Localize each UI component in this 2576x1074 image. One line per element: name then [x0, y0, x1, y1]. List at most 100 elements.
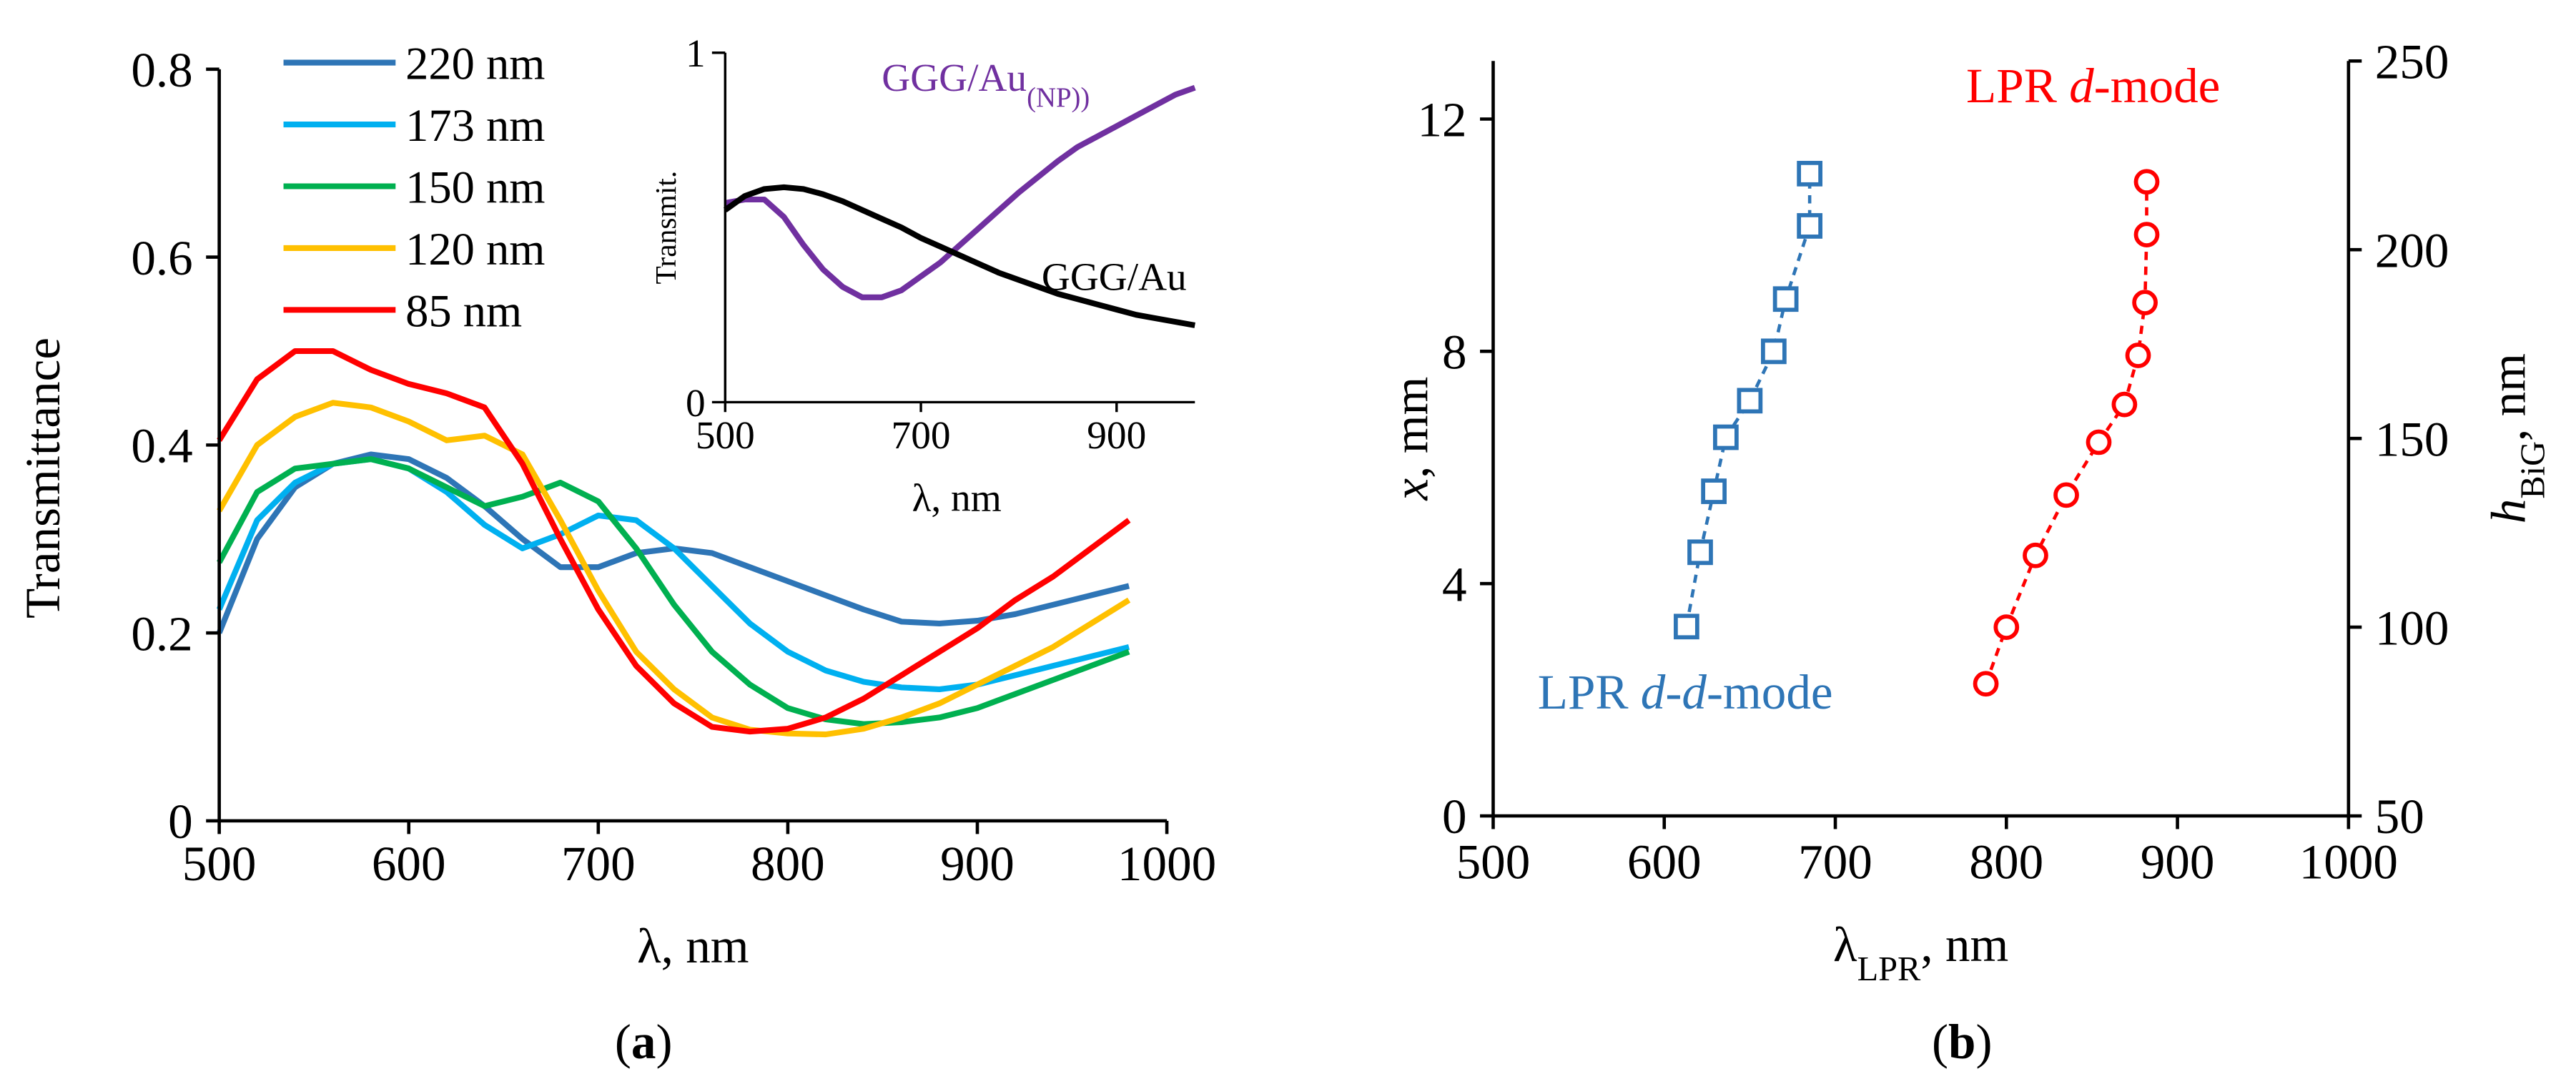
legend-label: 220 nm	[405, 38, 545, 89]
annotation: LPR d-d-mode	[1538, 664, 1833, 719]
x-axis-label: λ, nm	[637, 918, 749, 973]
y-tick-label: 0	[686, 381, 706, 425]
x-tick-label: 800	[1969, 834, 2043, 890]
line	[217, 456, 1130, 727]
y-tick-label: 250	[2375, 34, 2449, 89]
x-tick-label: 1000	[1117, 836, 1216, 891]
y2-axis-label-part: BiG	[2514, 441, 2552, 499]
annotation-part: -mode	[1707, 664, 1833, 719]
y-tick-label: 12	[1417, 92, 1466, 147]
legend-label: 120 nm	[405, 223, 545, 275]
marker	[1701, 478, 1727, 504]
y-axis-label: Transmit.	[649, 171, 682, 285]
marker	[1797, 160, 1822, 187]
y-tick-label: 0.2	[131, 606, 192, 661]
panel-label-part: )	[656, 1014, 672, 1069]
y-tick-label: 100	[2375, 600, 2449, 655]
y2-axis-label: hBiG, nm	[2480, 353, 2552, 523]
marker	[2086, 429, 2112, 455]
marker	[2133, 222, 2160, 247]
marker	[2133, 169, 2160, 195]
y-tick-label: 8	[1442, 325, 1467, 380]
x-axis-label-part: λ	[1833, 917, 1857, 972]
legend-label: 173 nm	[405, 99, 545, 151]
y-tick-label: 0.6	[131, 230, 192, 285]
annotation-part: -mode	[2094, 58, 2221, 113]
panel-label-part: (	[1932, 1014, 1948, 1069]
y-tick-label: 0.4	[131, 418, 192, 473]
marker	[1737, 388, 1763, 414]
annotation-part: d	[2069, 58, 2094, 113]
panel-label-part: )	[1976, 1014, 1993, 1069]
series-label: GGG/Au	[1042, 255, 1187, 299]
marker	[1772, 286, 1799, 312]
panel-label: (b)	[1932, 1014, 1993, 1069]
annotation-part: LPR	[1538, 664, 1641, 719]
marker	[1713, 424, 1739, 450]
x-tick-label: 900	[2141, 834, 2215, 890]
series-label-part: (NP))	[1027, 82, 1090, 112]
annotation-part: -	[1665, 664, 1682, 719]
marker	[1687, 539, 1713, 566]
x-tick-label: 500	[182, 836, 257, 891]
marker	[2053, 482, 2079, 508]
marker	[1973, 671, 1999, 697]
series-label: GGG/Au(NP))	[882, 56, 1090, 113]
panel-label-part: (	[615, 1014, 631, 1069]
y-tick-label: 0	[168, 794, 193, 849]
y-tick-label: 4	[1442, 556, 1467, 611]
y-tick-label: 200	[2375, 222, 2449, 277]
connector	[1984, 182, 2148, 685]
series-label-part: GGG/Au	[882, 56, 1027, 99]
annotation-part: d	[1641, 664, 1666, 719]
annotation-part: d	[1682, 664, 1707, 719]
line	[723, 184, 1195, 328]
y-axis-label-part: , mm	[1383, 377, 1438, 478]
panel-label-part: b	[1948, 1014, 1975, 1069]
line	[724, 84, 1196, 300]
y-axis-label: Transmittance	[15, 338, 70, 619]
y-tick-label: 1	[686, 31, 706, 75]
marker	[2125, 343, 2151, 368]
x-tick-label: 700	[892, 413, 951, 457]
line	[217, 400, 1131, 738]
x-tick-label: 700	[1798, 834, 1872, 890]
x-tick-label: 600	[1627, 834, 1702, 890]
marker	[2111, 391, 2138, 418]
y-axis-label: x, mm	[1383, 377, 1438, 501]
y-axis-label-part: x	[1383, 478, 1438, 501]
marker	[1993, 614, 2020, 640]
x-axis-label: λ, nm	[912, 476, 1002, 520]
series-label-part: GGG/Au	[1042, 255, 1187, 299]
y-tick-label: 50	[2375, 789, 2424, 844]
panel-label: (a)	[615, 1014, 673, 1069]
x-tick-label: 500	[696, 413, 755, 457]
x-tick-label: 800	[751, 836, 825, 891]
x-tick-label: 1000	[2299, 834, 2398, 890]
y-tick-label: 0.8	[131, 42, 192, 97]
marker	[1673, 614, 1699, 640]
marker	[2023, 542, 2048, 568]
line	[217, 348, 1131, 735]
x-axis-label-part: , nm	[1920, 917, 2008, 972]
marker	[1797, 213, 1822, 239]
panel: 500 600 700 800 900 10000481250100150200250λL…	[1383, 34, 2552, 1068]
y-tick-label: 150	[2375, 411, 2449, 466]
x-tick-label: 600	[372, 836, 446, 891]
connector	[1684, 173, 1812, 627]
marker	[1761, 338, 1787, 365]
panel: 500 600 700 800 900 1000 0 0.2 0.4 0.6 0.8 λ, nm Tra…	[15, 38, 1216, 1069]
x-tick-label: 500	[1456, 834, 1531, 890]
legend-label: 150 nm	[405, 162, 545, 213]
x-axis-label: λLPR, nm	[1833, 917, 2008, 988]
x-tick-label: 700	[561, 836, 636, 891]
y2-axis-label-part: h	[2480, 499, 2535, 524]
annotation: LPR d-mode	[1966, 58, 2220, 113]
x-axis-label-part: LPR	[1857, 950, 1921, 987]
marker	[2132, 290, 2158, 315]
legend-label: 85 nm	[405, 285, 522, 336]
annotation-part: LPR	[1966, 58, 2069, 113]
